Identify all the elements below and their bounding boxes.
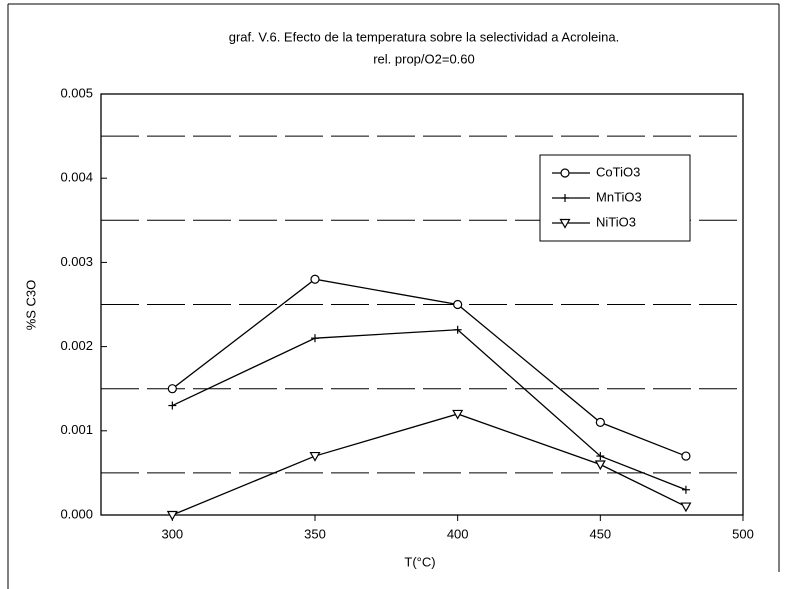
marker [311, 334, 319, 343]
series-line [171, 278, 687, 457]
marker [596, 452, 605, 461]
y-tick-label: 0.002 [60, 338, 93, 353]
x-tick-label: 400 [447, 526, 469, 541]
marker-shape [595, 417, 605, 427]
marker [680, 502, 692, 513]
marker [310, 274, 320, 284]
plot-area [100, 93, 744, 516]
chart-title: graf. V.6. Efecto de la temperatura sobr… [229, 29, 619, 44]
marker [453, 299, 463, 310]
marker-shape [560, 168, 570, 178]
marker [309, 451, 321, 462]
y-tick-label: 0.003 [60, 254, 93, 269]
marker [166, 510, 178, 521]
marker [594, 460, 606, 471]
y-axis-label: %S C3O [23, 280, 38, 331]
marker-shape [166, 510, 178, 521]
y-tick-label: 0.001 [60, 422, 93, 437]
marker [559, 218, 571, 229]
marker [561, 194, 569, 202]
x-tick-label: 350 [304, 526, 326, 541]
marker-shape [680, 502, 692, 513]
marker [453, 325, 462, 334]
y-tick-label: 0.005 [60, 85, 93, 100]
marker-shape [310, 274, 320, 284]
marker [452, 409, 464, 420]
marker [168, 401, 177, 410]
marker [560, 168, 570, 178]
marker [595, 417, 605, 427]
legend-label: NiTiO3 [596, 214, 636, 229]
frame [7, 3, 780, 589]
marker [681, 451, 691, 461]
x-axis-label: T(°C) [404, 554, 435, 569]
x-tick-label: 500 [732, 526, 754, 541]
x-tick-label: 300 [161, 526, 183, 541]
marker-shape [594, 460, 606, 471]
marker-shape [453, 299, 463, 310]
marker-shape [309, 451, 321, 462]
marker-shape [167, 384, 177, 394]
marker [167, 384, 177, 394]
x-tick-label: 450 [589, 526, 611, 541]
marker [681, 485, 690, 494]
legend-label: MnTiO3 [596, 189, 642, 204]
series-line [172, 413, 687, 516]
series-line [172, 329, 687, 491]
chart-subtitle: rel. prop/O2=0.60 [373, 51, 475, 66]
marker-shape [681, 451, 691, 461]
marker-shape [559, 218, 571, 229]
marker-shape [452, 409, 464, 420]
legend-label: CoTiO3 [596, 164, 640, 179]
y-tick-label: 0.004 [60, 170, 93, 185]
y-tick-label: 0.000 [60, 506, 93, 521]
